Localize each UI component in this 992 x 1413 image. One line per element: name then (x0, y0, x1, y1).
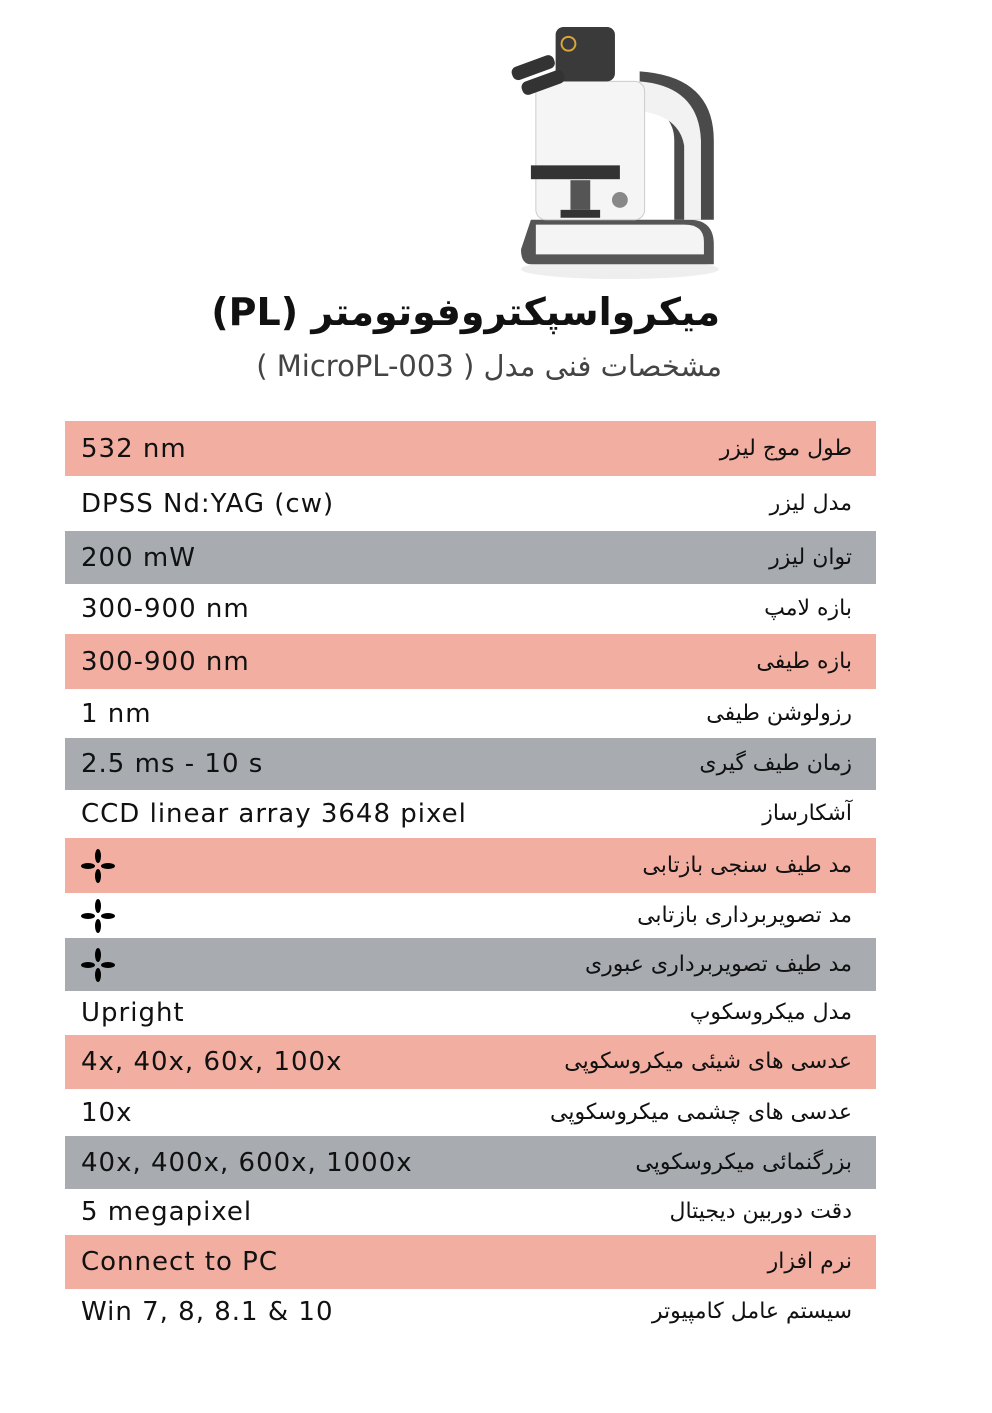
four-petal-check-icon (81, 898, 115, 933)
spec-row: Win 7, 8, 8.1 & 10 سیستم عامل کامپیوتر (65, 1289, 876, 1335)
spec-value: 2.5 ms - 10 s (81, 749, 264, 779)
spec-row: 5 megapixel دقت دوربین دیجیتال (65, 1189, 876, 1235)
spec-label: مدل لیزر (769, 490, 852, 516)
spec-label: آشکارساز (762, 801, 852, 826)
spec-row: 1 nm رزولوشن طیفی (65, 689, 876, 738)
spec-row: CCD linear array 3648 pixel آشکارساز (65, 790, 876, 838)
spec-label: مد طیف سنجی بازتابی (642, 852, 852, 878)
spec-label: رزولوشن طیفی (706, 700, 852, 726)
spec-value: Upright (81, 998, 185, 1028)
spec-value: 5 megapixel (81, 1197, 253, 1227)
spec-row: 2.5 ms - 10 s زمان طیف گیری (65, 738, 876, 790)
spec-row: Upright مدل میکروسکوپ (65, 991, 876, 1035)
spec-label: عدسی های چشمی میکروسکوپی (550, 1099, 852, 1125)
spec-label: مد طیف تصویربرداری عبوری (584, 951, 852, 977)
spec-value: 40x, 400x, 600x, 1000x (81, 1147, 413, 1178)
spec-label: مد تصویربرداری بازتابی (637, 902, 852, 928)
spec-value: 4x, 40x, 60x, 100x (81, 1047, 343, 1077)
spec-row: 10x عدسی های چشمی میکروسکوپی (65, 1089, 876, 1136)
spec-value: Connect to PC (81, 1247, 278, 1277)
spec-label: توان لیزر (769, 544, 852, 570)
spec-label: دقت دوربین دیجیتال (669, 1199, 852, 1224)
spec-row: 300-900 nm بازه طیفی (65, 634, 876, 689)
spec-label: بزرگنمائی میکروسکوپی (635, 1149, 852, 1175)
spec-value: 300-900 nm (81, 646, 250, 677)
spec-label: سیستم عامل کامپیوتر (651, 1299, 852, 1324)
spec-label: نرم افزار (767, 1249, 852, 1274)
spec-row: مد طیف تصویربرداری عبوری (65, 938, 876, 991)
spec-label: بازه طیفی (756, 648, 852, 674)
spec-label: زمان طیف گیری (699, 751, 852, 776)
microscope-image (511, 26, 719, 280)
spec-label: مدل میکروسکوپ (689, 1000, 852, 1025)
spec-row: 300-900 nm بازه لامپ (65, 584, 876, 634)
spec-label: بازه لامپ (764, 596, 852, 621)
spec-row: 532 nm طول موج لیزر (65, 421, 876, 476)
spec-value: Win 7, 8, 8.1 & 10 (81, 1297, 334, 1327)
spec-row: مد تصویربرداری بازتابی (65, 893, 876, 938)
spec-row: مد طیف سنجی بازتابی (65, 838, 876, 893)
spec-row: DPSS Nd:YAG (cw) مدل لیزر (65, 476, 876, 531)
four-petal-check-icon (81, 947, 115, 982)
spec-value: 300-900 nm (81, 594, 250, 624)
spec-label: عدسی های شیئی میکروسکوپی (564, 1049, 852, 1074)
model-subtitle: مشخصات فنی مدل ( MicroPL-003 ) (256, 349, 722, 383)
spec-value: 200 mW (81, 542, 196, 573)
spec-label: طول موج لیزر (719, 435, 852, 461)
spec-value: 1 nm (81, 698, 152, 729)
spec-value: 10x (81, 1097, 133, 1128)
spec-value: DPSS Nd:YAG (cw) (81, 488, 335, 519)
spec-row: 40x, 400x, 600x, 1000x بزرگنمائی میکروسکو… (65, 1136, 876, 1189)
spec-value: 532 nm (81, 433, 187, 464)
page-title: میکرواسپکتروفوتومتر (PL) (211, 290, 720, 334)
four-petal-check-icon (81, 848, 115, 883)
spec-row: 4x, 40x, 60x, 100x عدسی های شیئی میکروسکو… (65, 1035, 876, 1089)
spec-row: Connect to PC نرم افزار (65, 1235, 876, 1289)
spec-row: 200 mW توان لیزر (65, 531, 876, 584)
spec-table: 532 nm طول موج لیزر DPSS Nd:YAG (cw) مدل لی… (65, 421, 876, 1335)
spec-value: CCD linear array 3648 pixel (81, 799, 467, 829)
